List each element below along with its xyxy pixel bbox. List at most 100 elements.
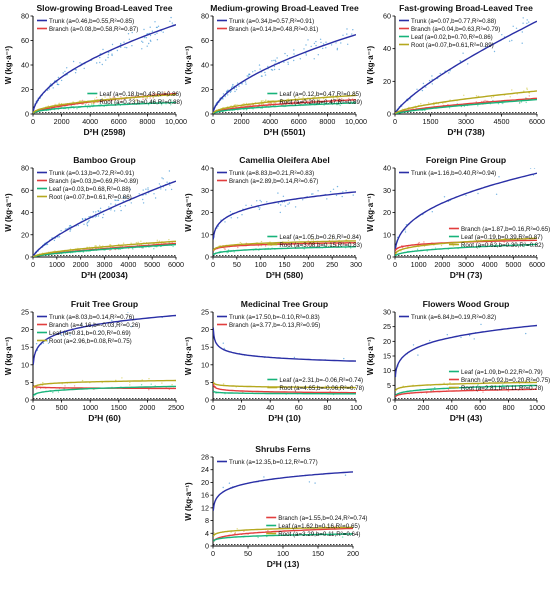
data-point bbox=[328, 244, 330, 246]
data-point bbox=[285, 101, 287, 104]
data-point bbox=[111, 53, 113, 55]
fit-line-branch bbox=[395, 388, 537, 398]
data-point bbox=[259, 68, 261, 70]
data-point bbox=[287, 63, 289, 65]
y-tick-label: 20 bbox=[21, 325, 29, 334]
data-point bbox=[330, 44, 333, 46]
data-point bbox=[149, 34, 152, 37]
data-point bbox=[52, 391, 54, 394]
data-point bbox=[446, 334, 448, 336]
data-point bbox=[75, 69, 78, 71]
data-point bbox=[325, 41, 327, 43]
data-point bbox=[81, 218, 84, 220]
data-point bbox=[336, 49, 338, 51]
y-tick-label: 0 bbox=[387, 253, 391, 262]
x-tick-label: 8000 bbox=[319, 117, 335, 126]
data-point bbox=[442, 102, 444, 105]
x-axis-label: D²H (43) bbox=[450, 413, 483, 423]
legend-entry: Trunk (a=0.34,b=0.57,R²=0.91) bbox=[229, 18, 314, 25]
fit-line-trunk bbox=[33, 180, 176, 257]
data-point bbox=[431, 78, 433, 81]
data-point bbox=[284, 52, 286, 55]
data-point bbox=[147, 187, 149, 189]
y-tick-label: 20 bbox=[201, 478, 209, 487]
data-point bbox=[69, 334, 71, 336]
data-point bbox=[94, 102, 96, 104]
x-tick-label: 500 bbox=[56, 403, 68, 412]
data-point bbox=[493, 50, 496, 53]
data-point bbox=[160, 100, 162, 102]
data-point bbox=[222, 486, 224, 489]
data-point bbox=[122, 196, 125, 199]
legend-entry: Leaf (a=0.03,b=0.68,R²=0.88) bbox=[49, 186, 131, 193]
data-point bbox=[245, 83, 247, 85]
plot-area bbox=[395, 17, 537, 114]
x-tick-label: 100 bbox=[255, 260, 267, 269]
data-point bbox=[260, 240, 263, 243]
data-point bbox=[307, 39, 309, 41]
x-tick-label: 600 bbox=[474, 403, 486, 412]
data-point bbox=[262, 103, 264, 105]
data-point bbox=[124, 46, 126, 49]
y-tick-label: 10 bbox=[383, 230, 391, 239]
data-point bbox=[97, 210, 99, 212]
x-tick-label: 2000 bbox=[234, 117, 250, 126]
x-tick-label: 80 bbox=[323, 403, 331, 412]
data-point bbox=[418, 241, 420, 244]
data-point bbox=[254, 70, 256, 72]
data-point bbox=[324, 94, 326, 97]
data-point bbox=[293, 59, 295, 62]
data-point bbox=[228, 482, 231, 484]
data-point bbox=[423, 241, 425, 243]
legend-entry: Leaf (a=0.12,b=0.47,R²=0.85) bbox=[279, 91, 361, 98]
data-point bbox=[226, 252, 228, 254]
data-point bbox=[150, 40, 152, 42]
data-point bbox=[278, 68, 280, 71]
data-point bbox=[104, 96, 106, 98]
data-point bbox=[352, 194, 354, 196]
y-tick-label: 20 bbox=[383, 77, 391, 86]
x-tick-label: 0 bbox=[393, 117, 397, 126]
data-point bbox=[314, 482, 316, 484]
data-point bbox=[90, 102, 93, 105]
plot-area bbox=[33, 16, 176, 114]
data-point bbox=[58, 236, 61, 238]
data-point bbox=[287, 61, 289, 63]
data-point bbox=[271, 69, 274, 71]
data-point bbox=[302, 199, 304, 201]
x-tick-label: 0 bbox=[31, 260, 35, 269]
legend-entry: Branch (a=0.03,b=0.69,R²=0.89) bbox=[49, 178, 138, 185]
chart-title: Fruit Tree Group bbox=[71, 299, 138, 309]
legend-entry: Root (a=3.29,b=0.11,R²=0.64) bbox=[278, 531, 360, 538]
data-point bbox=[449, 382, 451, 384]
data-point bbox=[518, 102, 521, 104]
data-point bbox=[477, 192, 479, 195]
x-tick-label: 0 bbox=[393, 260, 397, 269]
data-point bbox=[145, 188, 147, 190]
y-axis-label: W (kg·a⁻¹) bbox=[366, 193, 375, 232]
data-point bbox=[236, 528, 238, 530]
data-point bbox=[74, 72, 77, 74]
data-point bbox=[101, 97, 103, 100]
y-tick-label: 0 bbox=[205, 110, 209, 119]
data-point bbox=[84, 217, 87, 220]
data-point bbox=[448, 107, 451, 109]
data-point bbox=[477, 384, 479, 386]
data-point bbox=[155, 93, 157, 95]
y-axis-label: W (kg·a⁻¹) bbox=[184, 45, 193, 84]
data-point bbox=[475, 95, 478, 97]
data-point bbox=[302, 96, 304, 98]
y-tick-label: 25 bbox=[21, 308, 29, 317]
data-point bbox=[172, 245, 174, 248]
x-tick-label: 2000 bbox=[434, 260, 450, 269]
data-point bbox=[495, 244, 497, 246]
data-point bbox=[484, 99, 486, 102]
data-point bbox=[468, 334, 471, 337]
data-point bbox=[142, 189, 144, 191]
data-point bbox=[170, 188, 173, 191]
data-point bbox=[87, 221, 90, 223]
data-point bbox=[77, 224, 80, 227]
data-point bbox=[146, 97, 148, 99]
data-point bbox=[273, 102, 275, 104]
data-point bbox=[523, 245, 525, 248]
